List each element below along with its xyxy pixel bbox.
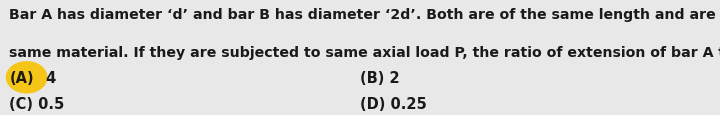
Text: (C) 0.5: (C) 0.5 (9, 96, 65, 111)
Text: (A): (A) (9, 71, 34, 86)
Text: same material. If they are subjected to same axial load P, the ratio of extensio: same material. If they are subjected to … (9, 46, 720, 60)
Text: (D) 0.25: (D) 0.25 (360, 96, 427, 111)
Text: (B) 2: (B) 2 (360, 71, 400, 86)
Text: 4: 4 (41, 71, 56, 86)
Text: Bar A has diameter ‘d’ and bar B has diameter ‘2d’. Both are of the same length : Bar A has diameter ‘d’ and bar B has dia… (9, 8, 720, 22)
Ellipse shape (6, 62, 48, 94)
